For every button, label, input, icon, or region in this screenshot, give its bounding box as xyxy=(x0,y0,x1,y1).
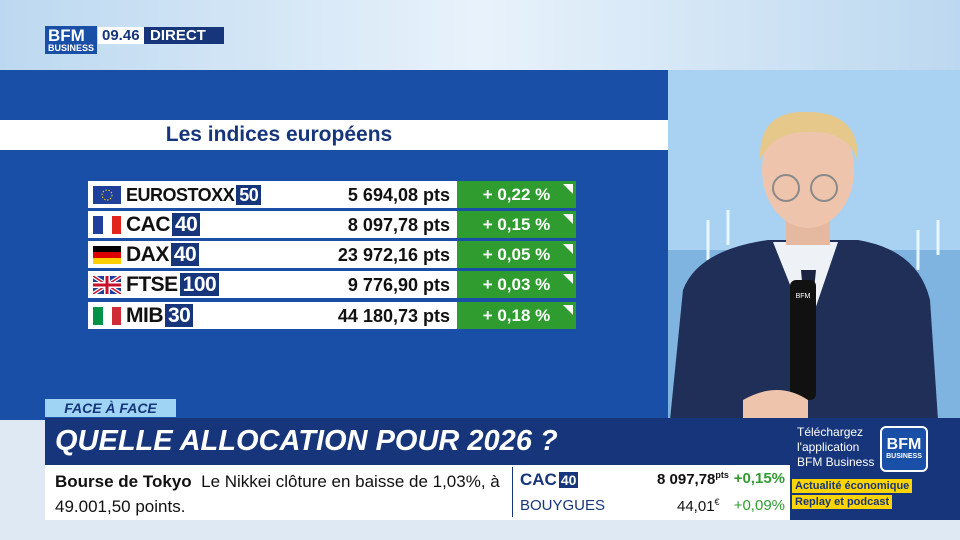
index-name: EUROSTOXX 50 xyxy=(126,185,262,206)
ticker-text: Bourse de Tokyo Le Nikkei clôture en bai… xyxy=(55,469,505,519)
market-badge: 40 xyxy=(558,472,579,488)
headline: QUELLE ALLOCATION POUR 2026 ? xyxy=(45,418,790,465)
index-badge: 50 xyxy=(236,185,262,205)
index-name: DAX 40 xyxy=(126,243,200,267)
index-row: CAC 40 8 097,78 pts + 0,15 % xyxy=(88,211,576,238)
market-unit: € xyxy=(714,497,720,507)
index-change: + 0,22 % xyxy=(457,181,576,208)
ticker-source: Bourse de Tokyo xyxy=(55,472,192,491)
market-name: CAC xyxy=(520,470,557,489)
index-name: MIB 30 xyxy=(126,304,194,328)
index-badge: 40 xyxy=(170,243,200,266)
time: 09.46 xyxy=(102,27,140,44)
svg-text:BFM: BFM xyxy=(796,293,811,300)
text: 8 097,78 xyxy=(657,471,716,488)
studio-image: BFM xyxy=(668,70,960,420)
live-box: 09.46 DIRECT xyxy=(98,27,224,44)
index-row: MIB 30 44 180,73 pts + 0,18 % xyxy=(88,302,576,329)
flag xyxy=(93,246,121,264)
index-name: FTSE 100 xyxy=(126,273,220,297)
market-row: BOUYGUES 44,01€ +0,09% xyxy=(520,497,785,517)
index-value: 9 776,90 pts xyxy=(347,275,450,295)
market-row: CAC 40 8 097,78pts +0,15% xyxy=(520,470,785,490)
index-name-text: DAX xyxy=(126,243,169,266)
flag xyxy=(93,276,121,294)
index-value: 44 180,73 pts xyxy=(337,306,450,326)
index-badge: 40 xyxy=(172,213,201,236)
promo-logo-top: BFM xyxy=(886,436,922,453)
market-value: 8 097,78pts xyxy=(657,470,729,488)
tag: FACE À FACE xyxy=(45,399,176,417)
live: DIRECT xyxy=(144,27,224,44)
index-name-text: MIB xyxy=(126,304,164,327)
market-value: 44,01€ xyxy=(677,497,720,515)
index-change: + 0,03 % xyxy=(457,271,576,298)
market-unit: pts xyxy=(715,470,729,480)
logo: BFM BUSINESS xyxy=(45,26,98,54)
logo-top: BFM xyxy=(48,26,85,45)
index-name-text: CAC xyxy=(126,213,171,236)
promo-tag: Actualité économique xyxy=(792,479,913,493)
index-value: 23 972,16 pts xyxy=(337,245,450,265)
index-badge: 100 xyxy=(179,273,220,296)
panel-title-text: Les indices européens xyxy=(165,123,393,146)
index-row: EUROSTOXX 50 5 694,08 pts + 0,22 % xyxy=(88,181,576,208)
index-value: 5 694,08 pts xyxy=(347,185,450,205)
index-name-text: EUROSTOXX xyxy=(126,185,235,205)
logo-bottom: BUSINESS xyxy=(48,43,95,53)
index-value: 8 097,78 pts xyxy=(347,215,450,235)
index-change: + 0,05 % xyxy=(457,241,576,268)
index-row: DAX 40 23 972,16 pts + 0,05 % xyxy=(88,241,576,268)
index-row: FTSE 100 9 776,90 pts + 0,03 % xyxy=(88,271,576,298)
promo-logo-bottom: BUSINESS xyxy=(886,453,922,460)
market-change: +0,15% xyxy=(733,470,785,487)
text: 44,01 xyxy=(677,498,715,515)
promo-tag: Replay et podcast xyxy=(792,495,893,509)
flag xyxy=(93,307,121,325)
index-badge: 30 xyxy=(165,304,194,327)
ticker-body: Le Nikkei clôture en baisse de 1,03%, à … xyxy=(55,472,500,516)
flag xyxy=(93,186,121,204)
index-change: + 0,15 % xyxy=(457,211,576,238)
index-name: CAC 40 xyxy=(126,213,201,237)
promo-logo: BFM BUSINESS xyxy=(880,426,928,472)
promo-text: Téléchargez l'application BFM Business xyxy=(797,425,875,469)
index-change: + 0,18 % xyxy=(457,302,576,329)
panel-title: Les indices européens xyxy=(0,120,668,150)
flag xyxy=(93,216,121,234)
index-name-text: FTSE xyxy=(126,273,178,296)
market-change: +0,09% xyxy=(733,497,785,514)
market-name: BOUYGUES xyxy=(520,497,606,514)
ticker xyxy=(45,465,790,520)
divider xyxy=(512,467,513,517)
